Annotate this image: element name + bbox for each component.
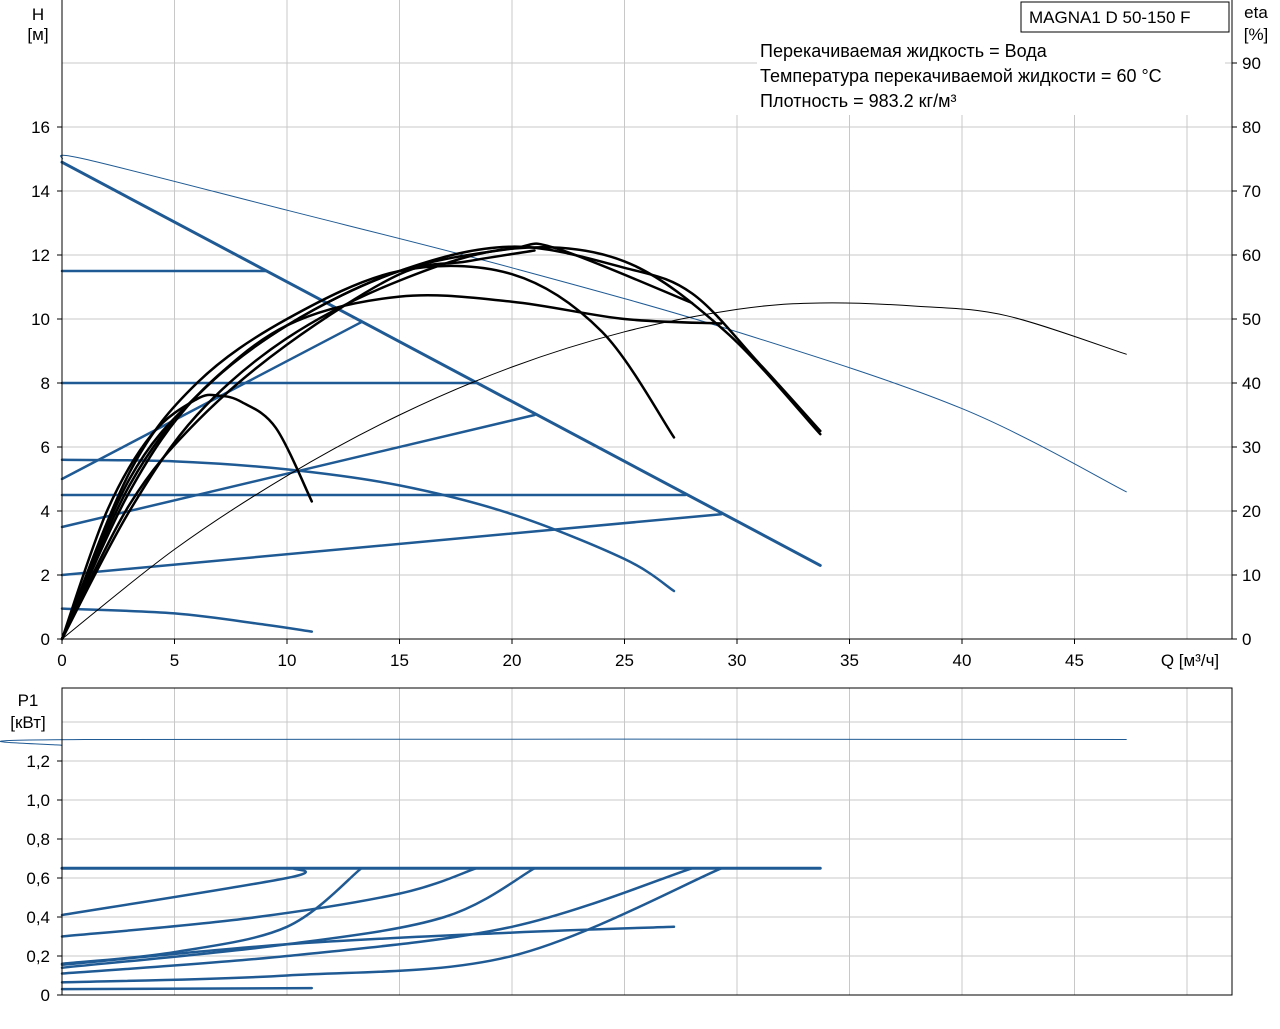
p1-axis-unit: [кВт] [10, 713, 45, 732]
model-label: MAGNA1 D 50-150 F [1029, 8, 1191, 27]
annotation-box [757, 37, 1225, 115]
h-tick-label: 4 [41, 502, 50, 521]
eta-tick-label: 10 [1242, 566, 1261, 585]
p1-tick-label: 1,2 [26, 752, 50, 771]
curve-top-13 [60, 249, 536, 641]
p1-tick-label: 0,6 [26, 869, 50, 888]
q-tick-label: 45 [1065, 651, 1084, 670]
curve-power-3 [60, 867, 478, 938]
eta-tick-label: 60 [1242, 246, 1261, 265]
eta-tick-label: 0 [1242, 630, 1251, 649]
h-tick-label: 14 [31, 182, 50, 201]
eta-tick-label: 40 [1242, 374, 1261, 393]
curve-power-8 [60, 925, 676, 967]
h-tick-label: 2 [41, 566, 50, 585]
curve-top-7 [60, 512, 723, 577]
p1-tick-label: 0,4 [26, 908, 50, 927]
h-tick-label: 0 [41, 630, 50, 649]
curve-top-14 [60, 242, 694, 641]
q-tick-label: 10 [278, 651, 297, 670]
eta-tick-label: 50 [1242, 310, 1261, 329]
eta-tick-label: 20 [1242, 502, 1261, 521]
curve-power-9 [60, 986, 313, 991]
q-tick-label: 5 [170, 651, 179, 670]
q-tick-label: 30 [728, 651, 747, 670]
series-bottom [0, 738, 1127, 991]
curve-top-15 [60, 264, 676, 641]
curve-top-8 [60, 458, 676, 593]
q-tick-label: 0 [57, 651, 66, 670]
curve-power-0 [0, 738, 1127, 746]
eta-tick-label: 70 [1242, 182, 1261, 201]
h-axis-label: H [32, 5, 44, 24]
p1-tick-label: 1,0 [26, 791, 50, 810]
h-axis-unit: [м] [27, 25, 48, 44]
curve-top-0 [60, 154, 1127, 493]
curve-top-16 [60, 245, 822, 641]
q-tick-label: 35 [840, 651, 859, 670]
eta-axis-unit: [%] [1244, 25, 1269, 44]
curve-top-10 [61, 302, 1127, 640]
h-tick-label: 10 [31, 310, 50, 329]
annotation-density: Плотность = 983.2 кг/м³ [760, 91, 956, 111]
h-tick-label: 16 [31, 118, 50, 137]
curve-top-11 [60, 393, 314, 641]
q-tick-label: 20 [503, 651, 522, 670]
annotation-fluid: Перекачиваемая жидкость = Вода [760, 41, 1048, 61]
q-tick-label: 15 [390, 651, 409, 670]
p1-axis-label: P1 [18, 691, 39, 710]
q-axis-label: Q [м³/ч] [1161, 651, 1219, 670]
model-label-box [1020, 1, 1230, 33]
p1-tick-label: 0 [41, 986, 50, 1005]
series-top [60, 154, 1127, 641]
power-plot-frame [61, 687, 1233, 996]
p1-tick-label: 0,8 [26, 830, 50, 849]
q-tick-label: 40 [953, 651, 972, 670]
curve-power-7 [60, 867, 723, 984]
curve-top-9 [60, 607, 314, 633]
annotation-temperature: Температура перекачиваемой жидкости = 60… [760, 66, 1162, 86]
eta-tick-label: 80 [1242, 118, 1261, 137]
curve-top-12 [60, 293, 723, 641]
eta-axis-label: eta [1244, 3, 1268, 22]
h-tick-label: 8 [41, 374, 50, 393]
curve-power-6 [60, 867, 694, 975]
axes [57, 0, 1237, 996]
p1-tick-label: 0,2 [26, 947, 50, 966]
q-tick-label: 25 [615, 651, 634, 670]
axis-labels: 0 2 4 6 8 10 12 14 16 0 10 20 30 40 50 60 70 80 90 0 5 10 15 20… [10, 3, 1268, 1005]
curve-top-17 [60, 246, 822, 641]
curve-top-1 [60, 160, 822, 567]
curve-power-2 [60, 867, 307, 917]
eta-tick-label: 30 [1242, 438, 1261, 457]
eta-tick-label: 90 [1242, 54, 1261, 73]
curve-power-5 [60, 867, 536, 969]
h-tick-label: 6 [41, 438, 50, 457]
h-tick-label: 12 [31, 246, 50, 265]
